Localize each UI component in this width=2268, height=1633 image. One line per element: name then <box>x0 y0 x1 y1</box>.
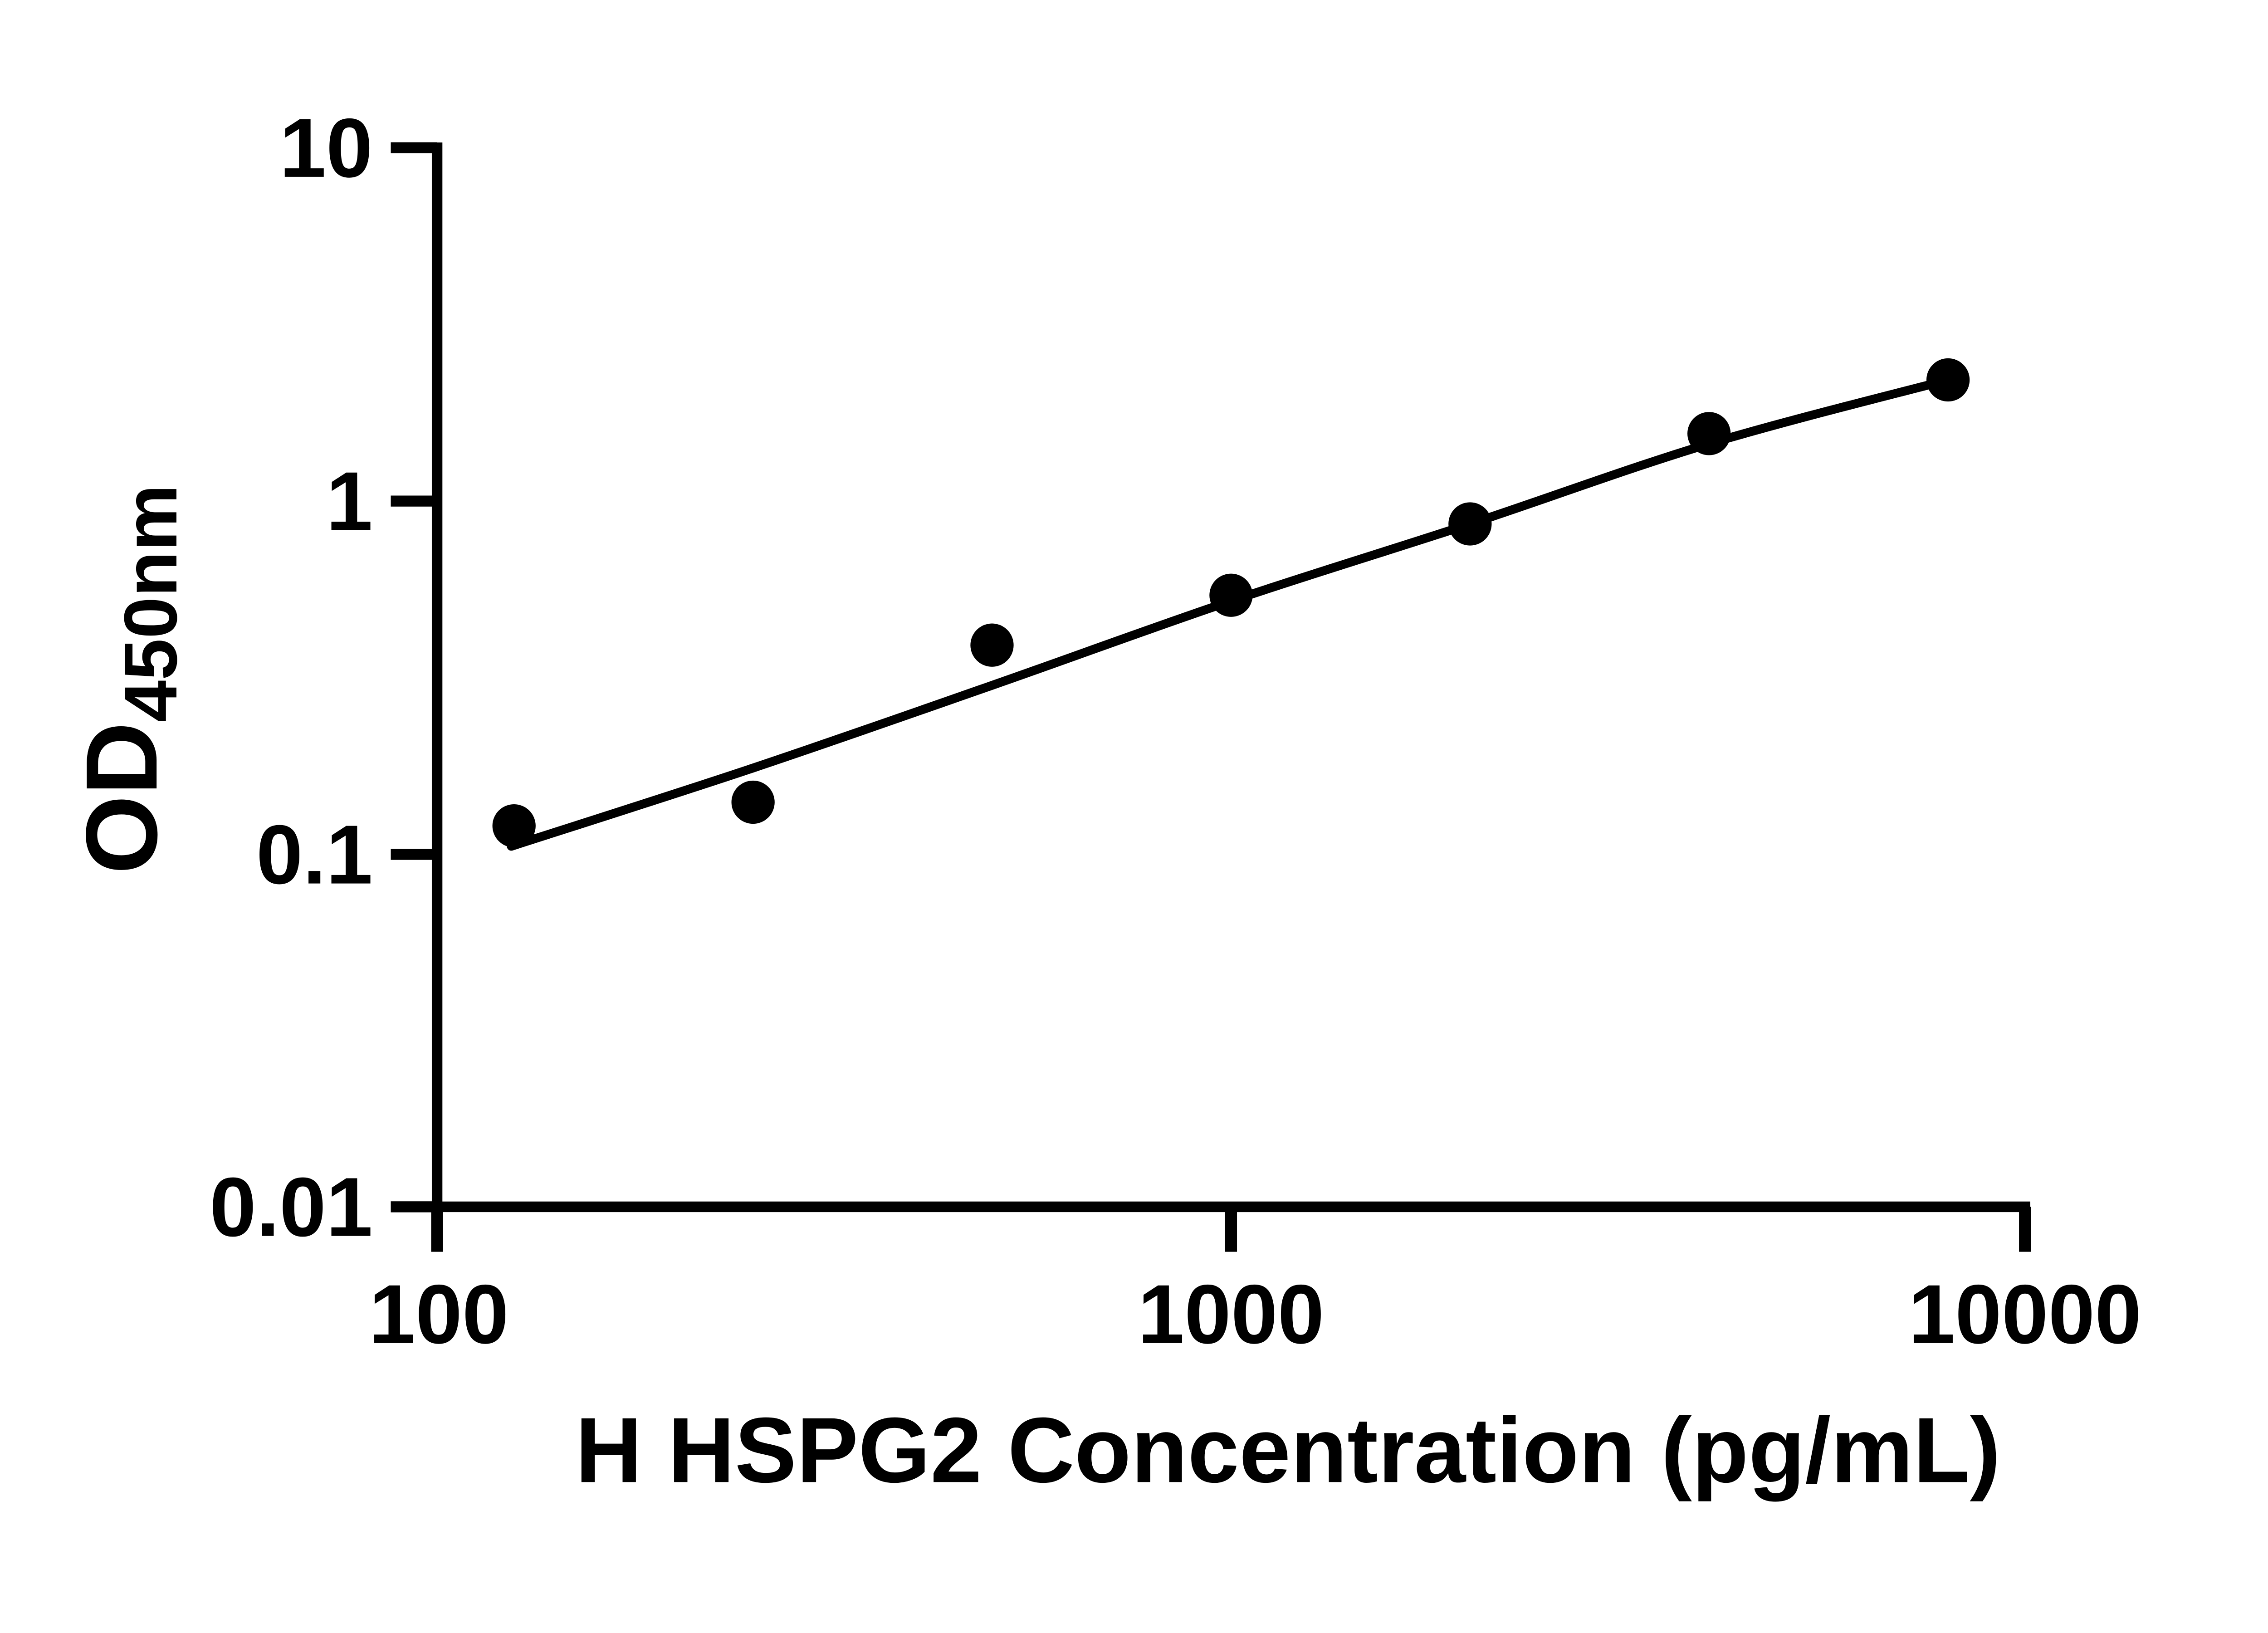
x-axis-title: H HSPG2 Concentration (pg/mL) <box>575 1398 2000 1502</box>
x-tick-marks <box>431 1207 2031 1252</box>
y-tick-marks <box>391 142 437 1213</box>
x-tick-label-1000: 1000 <box>1138 1268 1324 1361</box>
standard-curve-chart: 10 1 0.1 0.01 100 1000 10000 H HSPG2 Con… <box>0 0 2268 1588</box>
elisa-standard-curve-figure: 10 1 0.1 0.01 100 1000 10000 H HSPG2 Con… <box>0 0 2268 1588</box>
data-points-layer <box>492 358 1970 848</box>
data-point <box>970 623 1014 667</box>
y-axis-title: OD450nm <box>65 484 193 874</box>
data-point <box>1209 573 1253 617</box>
x-tick-label-100: 100 <box>369 1268 508 1361</box>
data-point <box>492 804 536 848</box>
y-axis-title-subscript: 450nm <box>109 484 193 722</box>
data-point <box>1687 412 1731 455</box>
chart-background <box>0 0 2268 1588</box>
data-point <box>731 780 775 824</box>
y-tick-label-0-1: 0.1 <box>256 808 373 902</box>
y-tick-label-0-01: 0.01 <box>210 1161 373 1254</box>
y-axis-title-main: OD <box>65 722 178 874</box>
data-point <box>1448 502 1492 546</box>
y-tick-label-10: 10 <box>279 102 373 195</box>
x-tick-label-10000: 10000 <box>1908 1268 2141 1361</box>
data-point <box>1926 358 1970 402</box>
y-tick-label-1: 1 <box>326 455 373 548</box>
